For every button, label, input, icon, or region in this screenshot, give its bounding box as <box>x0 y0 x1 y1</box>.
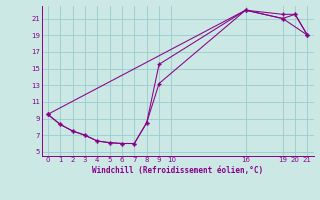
X-axis label: Windchill (Refroidissement éolien,°C): Windchill (Refroidissement éolien,°C) <box>92 166 263 175</box>
